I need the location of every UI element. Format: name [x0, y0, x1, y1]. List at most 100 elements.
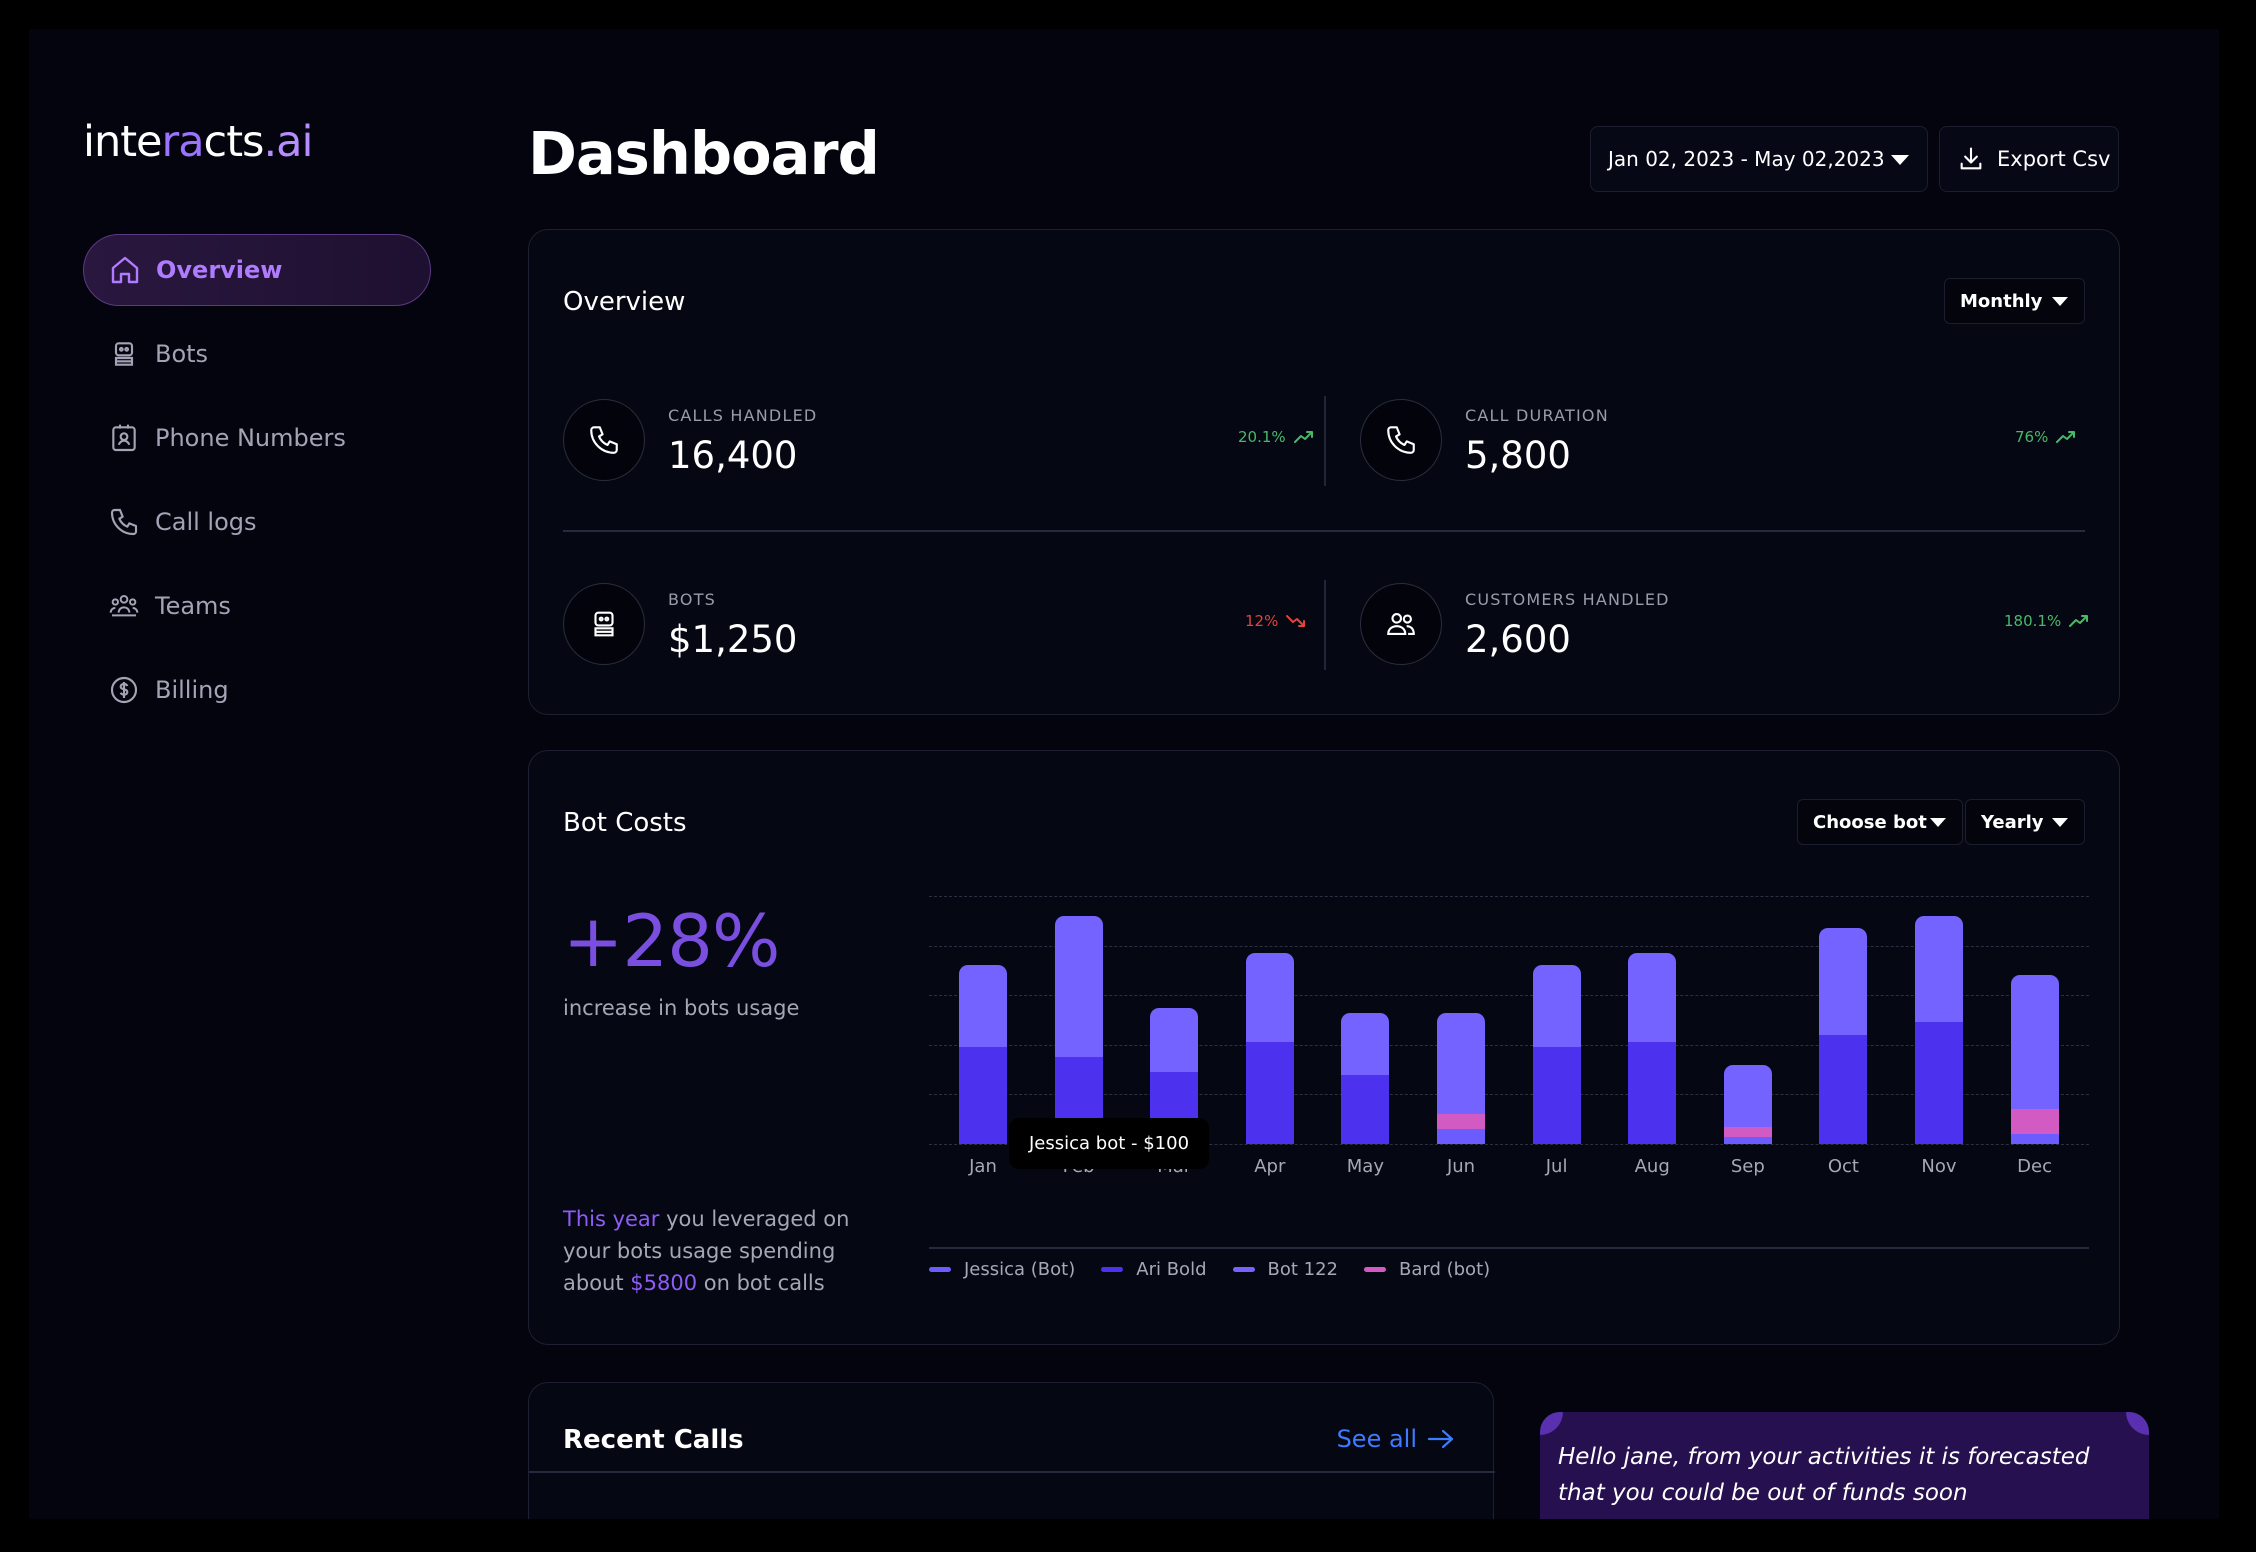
chart-tooltip: Jessica bot - $100 [1009, 1118, 1209, 1169]
chart-segment-bot-122 [1532, 965, 1581, 1048]
caret-down-icon [2052, 818, 2068, 827]
chart-gridline [929, 1094, 2089, 1096]
sidebar-item-label: Overview [156, 256, 283, 284]
chart-tick-label: Dec [2017, 1156, 2053, 1177]
stat-customers-handled: CUSTOMERS HANDLED 2,600 180.1% [1360, 580, 2089, 670]
chart-segment-bot-122 [959, 965, 1007, 1048]
choose-bot-dropdown[interactable]: Choose bot [1797, 799, 1963, 845]
phone-icon [563, 399, 645, 481]
usage-increase-label: increase in bots usage [563, 996, 800, 1020]
chart-segment-bot-122 [1437, 1012, 1485, 1115]
sidebar-item-phone-numbers[interactable]: Phone Numbers [83, 402, 431, 474]
stat-label: CALL DURATION [1465, 406, 1609, 425]
bot-icon [563, 583, 645, 665]
yearly-dropdown[interactable]: Yearly [1965, 799, 2085, 845]
phone-book-icon [107, 421, 141, 455]
chart-segment-bard-bot- [1437, 1114, 1485, 1130]
chart-tick-label: Apr [1254, 1156, 1286, 1177]
legend-swatch [1101, 1267, 1124, 1272]
chart-segment-ari-bold [959, 1047, 1007, 1144]
chart-bar-sep[interactable] [1723, 1064, 1772, 1144]
chart-segment-jessica-bot- [1723, 1136, 1772, 1144]
phone-icon [1360, 399, 1442, 481]
stat-change: 180.1% [2004, 612, 2089, 630]
chart-segment-ari-bold [1915, 1022, 1963, 1144]
decoration [1540, 1412, 1580, 1452]
legend-label: Bard (bot) [1399, 1259, 1491, 1280]
stat-divider [563, 530, 2085, 532]
trend-up-icon [1293, 431, 1313, 443]
chart-tick-label: May [1346, 1156, 1384, 1177]
chart-tick-label: Sep [1730, 1156, 1765, 1177]
chart-segment-bot-122 [1723, 1064, 1772, 1127]
choose-bot-label: Choose bot [1813, 811, 1927, 833]
bot-costs-title: Bot Costs [563, 808, 687, 838]
chart-bar-may[interactable] [1341, 1012, 1390, 1144]
chart-segment-bot-122 [1054, 915, 1103, 1058]
stat-change: 12% [1245, 612, 1306, 630]
see-all-link[interactable]: See all [1337, 1425, 1455, 1453]
chart-tick-label: Aug [1634, 1156, 1670, 1177]
chart-segment-bot-122 [1915, 915, 1963, 1023]
stat-bots: BOTS $1,250 12% [563, 580, 1306, 670]
chart-bar-jun[interactable] [1437, 1012, 1485, 1144]
stat-value: $1,250 [668, 618, 798, 661]
home-icon [108, 253, 142, 287]
download-icon [1960, 147, 1982, 170]
chart-bar-oct[interactable] [1819, 928, 1868, 1144]
spending-summary: This year you leveraged on your bots usa… [563, 1207, 850, 1295]
brand-logo: interacts.ai [83, 117, 313, 167]
sidebar-item-overview[interactable]: Overview [83, 234, 431, 306]
stat-calls-handled: CALLS HANDLED 16,400 20.1% [563, 396, 1313, 486]
trend-up-icon [2056, 431, 2076, 443]
chart-gridline [929, 945, 2089, 947]
date-range-picker[interactable]: Jan 02, 2023 - May 02,2023 [1590, 126, 1928, 192]
caret-down-icon [1891, 155, 1909, 165]
sidebar-item-label: Bots [155, 340, 209, 368]
stat-label: CUSTOMERS HANDLED [1465, 590, 1670, 609]
chart-segment-bot-122 [1245, 953, 1294, 1043]
users-icon [1360, 583, 1442, 665]
chart-segment-jessica-bot- [1437, 1129, 1485, 1144]
chart-bar-nov[interactable] [1915, 915, 1963, 1144]
export-csv-button[interactable]: Export Csv [1939, 126, 2119, 192]
card-divider [529, 1471, 1495, 1473]
bot-costs-chart: JanFebMarAprMayJunJulAugSepOctNovDec [929, 896, 2089, 1226]
export-label: Export Csv [1997, 147, 2111, 171]
chart-bar-feb[interactable] [1054, 915, 1103, 1144]
sidebar-item-teams[interactable]: Teams [83, 570, 431, 642]
stat-value: 2,600 [1465, 618, 1571, 661]
chart-segment-ari-bold [1532, 1047, 1581, 1144]
trend-up-icon [2069, 615, 2089, 627]
chart-gridline [929, 995, 2089, 997]
chart-segment-jessica-bot- [2010, 1134, 2059, 1144]
sidebar-item-label: Call logs [155, 508, 257, 536]
chart-bar-aug[interactable] [1628, 953, 1677, 1144]
yearly-label: Yearly [1981, 811, 2044, 833]
chart-tick-label: Jul [1545, 1156, 1568, 1177]
chart-bar-apr[interactable] [1245, 953, 1294, 1144]
legend-item: Bard (bot) [1364, 1259, 1490, 1280]
stat-label: BOTS [668, 590, 717, 609]
stat-divider [1324, 580, 1326, 670]
period-label: Monthly [1960, 290, 2043, 312]
sidebar-item-billing[interactable]: Billing [83, 654, 431, 726]
sidebar-item-call-logs[interactable]: Call logs [83, 486, 431, 558]
legend-label: Jessica (Bot) [964, 1259, 1076, 1280]
chart-bar-jan[interactable] [959, 965, 1007, 1144]
chart-tick-label: Nov [1921, 1156, 1957, 1177]
forecast-message: Hello jane, from your activities it is f… [1558, 1444, 2090, 1506]
legend-swatch [1364, 1267, 1386, 1272]
sidebar-item-bots[interactable]: Bots [83, 318, 431, 390]
chart-tick-label: Jun [1446, 1156, 1476, 1177]
trend-down-icon [1286, 615, 1306, 627]
chart-bar-jul[interactable] [1532, 965, 1581, 1144]
chart-segment-ari-bold [1628, 1042, 1677, 1144]
chart-segment-bot-122 [2010, 975, 2059, 1110]
overview-title: Overview [563, 287, 686, 317]
recent-calls-title: Recent Calls [563, 1425, 744, 1455]
stat-value: 5,800 [1465, 434, 1571, 477]
chart-legend: Jessica (Bot) Ari Bold Bot 122 Bard (bot) [929, 1259, 1516, 1280]
period-dropdown[interactable]: Monthly [1944, 278, 2085, 324]
chart-bar-dec[interactable] [2010, 975, 2059, 1144]
